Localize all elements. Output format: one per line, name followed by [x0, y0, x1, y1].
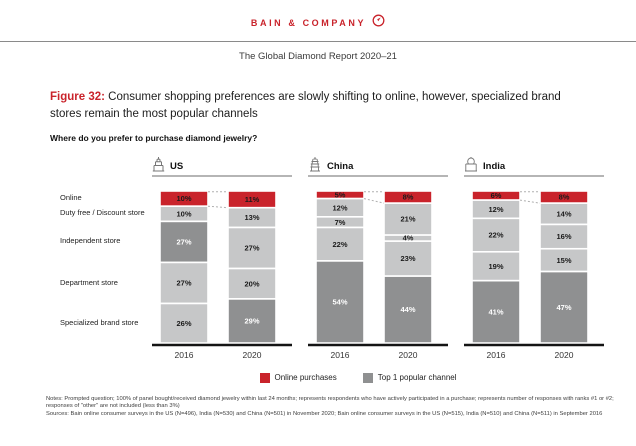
year-label: 2016 [175, 350, 194, 360]
footnotes: Notes: Prompted question; 100% of panel … [46, 396, 618, 420]
legend: Online purchases Top 1 popular channel [80, 372, 636, 383]
segment-value-label: 44% [400, 305, 415, 314]
header-divider [0, 41, 636, 42]
segment-value-label: 41% [488, 307, 503, 316]
group-underline [308, 174, 448, 177]
brand-header: BAIN & COMPANY [0, 0, 636, 32]
figure-caption: Figure 32: Consumer shopping preferences… [50, 89, 562, 124]
bar-segment [227, 226, 277, 269]
brand-name: BAIN & COMPANY [250, 18, 367, 28]
segment-value-label: 21% [400, 214, 415, 223]
segment-value-label: 27% [244, 243, 259, 252]
online-connector-dotted-line [363, 197, 385, 204]
segment-value-label: 15% [556, 255, 571, 264]
chart-groups: US 10% 10% 27% 27% 26% 2016 11% 13% 27% 20% 29% 2020… [152, 156, 604, 363]
segment-value-label: 54% [332, 297, 347, 306]
segment-value-label: 10% [176, 209, 191, 218]
country-group-china: China 5% 12% 7% 22% 54% 2016 8% 21% 4% 23% 44% 2020 [308, 156, 448, 363]
year-label: 2020 [555, 350, 574, 360]
report-title: The Global Diamond Report 2020–21 [239, 51, 397, 62]
bar-segment [315, 226, 365, 262]
segment-value-label: 7% [335, 217, 346, 226]
top1-channel-swatch [362, 372, 373, 383]
segment-value-label: 16% [556, 232, 571, 241]
bar-segment [539, 223, 589, 250]
category-label: Specialized brand store [60, 317, 139, 327]
group-underline [152, 174, 292, 177]
segment-value-label: 19% [488, 261, 503, 270]
segment-value-label: 5% [335, 191, 346, 199]
segment-value-label: 23% [400, 254, 415, 263]
segment-value-label: 47% [556, 302, 571, 311]
segment-value-label: 29% [244, 316, 259, 325]
stacked-bars-china: 5% 12% 7% 22% 54% 2016 8% 21% 4% 23% 44% 2020 [308, 190, 448, 360]
country-group-india: India 6% 12% 22% 19% 41% 2016 8% 14% 16% 15% 47% 202… [464, 156, 604, 363]
bar-segment [539, 270, 589, 344]
segment-value-label: 8% [559, 192, 570, 201]
segment-value-label: 22% [488, 230, 503, 239]
notes-line: Notes: Prompted question; 100% of panel … [46, 395, 614, 410]
segment-value-label: 10% [176, 194, 191, 203]
bar-segment [227, 297, 277, 344]
bar-segment [159, 261, 209, 304]
chart-area: Online Duty free / Discount store Independ… [0, 156, 636, 363]
segment-value-label: 8% [403, 192, 414, 201]
bain-compass-logo-icon [372, 14, 385, 32]
country-group-us: US 10% 10% 27% 27% 26% 2016 11% 13% 27% 20% 29% 2020 [152, 156, 292, 363]
segment-value-label: 27% [176, 237, 191, 246]
category-label: Independent store [60, 236, 121, 246]
legend-label-top1: Top 1 popular channel [377, 373, 457, 382]
china-temple-icon [308, 156, 322, 172]
bar-segment [383, 274, 433, 344]
bar-segment [159, 302, 209, 344]
segment-value-label: 13% [244, 213, 259, 222]
category-labels: Online Duty free / Discount store Independ… [60, 156, 152, 363]
year-label: 2020 [399, 350, 418, 360]
stacked-bars-india: 6% 12% 22% 19% 41% 2016 8% 14% 16% 15% 47% 2020 [464, 190, 604, 360]
segment-value-label: 12% [488, 204, 503, 213]
online-purchases-swatch [259, 372, 270, 383]
legend-label-online: Online purchases [274, 373, 337, 382]
segment-value-label: 27% [176, 278, 191, 287]
chart-question: Where do you prefer to purchase diamond … [50, 132, 258, 143]
segment-value-label: 20% [244, 279, 259, 288]
legend-item-top1: Top 1 popular channel [362, 372, 457, 383]
online-connector-dotted-line [519, 199, 541, 204]
bar-segment [471, 279, 521, 344]
stacked-bars-us: 10% 10% 27% 27% 26% 2016 11% 13% 27% 20% 29% 2020 [152, 190, 292, 360]
category-label: Department store [60, 277, 118, 287]
legend-item-online: Online purchases [259, 372, 337, 383]
bar-segment [227, 267, 277, 300]
year-label: 2016 [487, 350, 506, 360]
segment-value-label: 14% [556, 209, 571, 218]
segment-value-label: 11% [245, 194, 260, 203]
bar-segment [383, 201, 433, 236]
segment-value-label: 4% [403, 233, 414, 242]
bar-segment [383, 239, 433, 277]
segment-value-label: 22% [332, 239, 347, 248]
country-name: US [170, 160, 184, 172]
segment-value-label: 6% [491, 191, 502, 200]
sources-line: Sources: Bain online consumer surveys in… [46, 411, 603, 418]
country-name: India [483, 160, 506, 172]
segment-value-label: 12% [332, 203, 347, 212]
category-label: Online [60, 193, 82, 203]
us-skyscraper-icon [152, 156, 165, 172]
online-connector-dotted-line [207, 205, 229, 208]
bar-segment [315, 259, 365, 344]
year-label: 2016 [331, 350, 350, 360]
india-taj-mahal-icon [464, 156, 478, 172]
category-label: Duty free / Discount store [60, 208, 145, 218]
group-underline [464, 174, 604, 177]
figure-title-text: Consumer shopping preferences are slowly… [50, 91, 561, 121]
country-name: China [327, 160, 354, 172]
year-label: 2020 [243, 350, 262, 360]
segment-value-label: 26% [176, 318, 191, 327]
figure-number: Figure 32: [50, 91, 105, 103]
